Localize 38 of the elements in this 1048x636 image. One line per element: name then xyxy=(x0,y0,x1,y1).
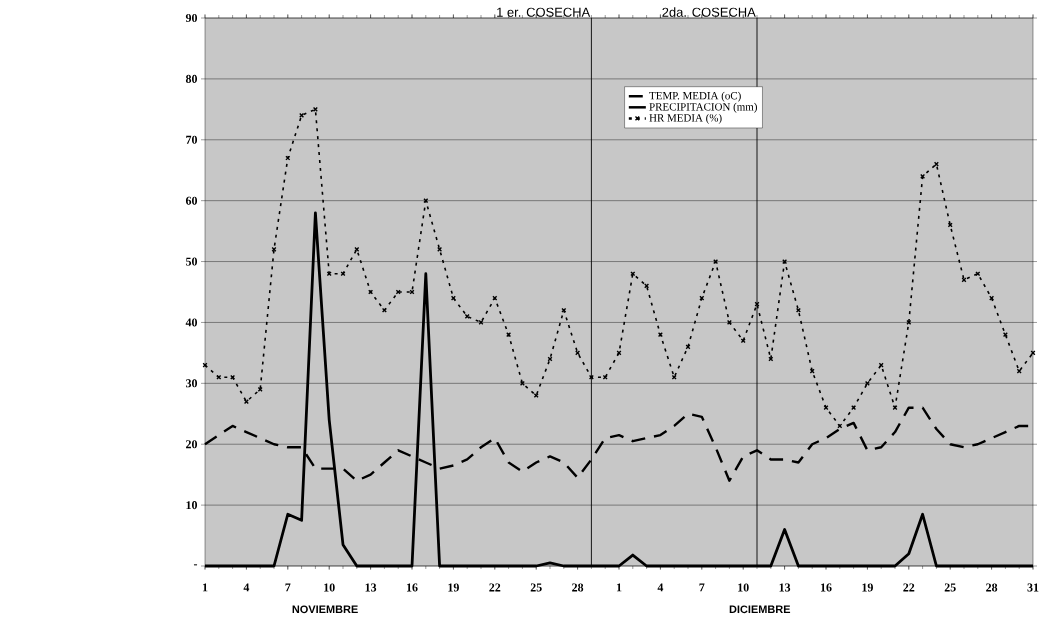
x-tick-label: 28 xyxy=(572,583,584,592)
x-tick-label: 13 xyxy=(365,583,377,592)
y-tick-label: 80 xyxy=(185,74,198,83)
x-tick-label: 25 xyxy=(944,583,956,592)
y-tick-label: 70 xyxy=(186,135,198,144)
x-tick-label: 16 xyxy=(820,583,832,592)
x-tick-label: 4 xyxy=(243,583,250,592)
y-tick-label: 30 xyxy=(185,379,198,388)
x-tick-label: 1 xyxy=(616,583,622,592)
x-tick-label: 28 xyxy=(986,583,998,592)
x-tick-label: 25 xyxy=(530,583,542,592)
y-tick-label: 60 xyxy=(185,196,198,205)
x-tick-label: 22 xyxy=(489,583,501,592)
x-tick-label: 10 xyxy=(324,583,335,592)
x-tick-label: 7 xyxy=(699,583,705,592)
x-tick-label: 19 xyxy=(448,583,459,592)
legend-label: TEMP. MEDIA (oC) xyxy=(649,91,741,102)
x-tick-label: 31 xyxy=(1027,583,1039,592)
text: DICIEMBRE xyxy=(729,605,791,614)
x-tick-label: 13 xyxy=(779,583,791,592)
text: NOVIEMBRE xyxy=(292,605,358,614)
legend-label: PRECIPITACION (mm) xyxy=(649,102,757,113)
x-tick-label: 10 xyxy=(738,583,749,592)
x-tick-label: 1 xyxy=(202,583,208,592)
y-tick-label: 10 xyxy=(186,501,198,510)
y-tick-label: 90 xyxy=(185,13,198,23)
y-tick-label: 50 xyxy=(186,257,198,266)
ref-line-label: 1 er. COSECHA xyxy=(497,7,591,17)
x-tick-label: 7 xyxy=(285,583,291,592)
x-tick-label: 19 xyxy=(862,583,873,592)
y-tick-label: 20 xyxy=(186,440,198,449)
y-tick-label: - xyxy=(193,564,198,566)
y-tick-label: 40 xyxy=(185,318,198,327)
x-tick-label: 16 xyxy=(406,583,418,592)
x-tick-label: 4 xyxy=(657,583,664,592)
x-tick-label: 22 xyxy=(903,583,915,592)
legend-label: HR MEDIA (%) xyxy=(649,113,722,124)
ref-line-label: 2da. COSECHA xyxy=(662,7,756,17)
